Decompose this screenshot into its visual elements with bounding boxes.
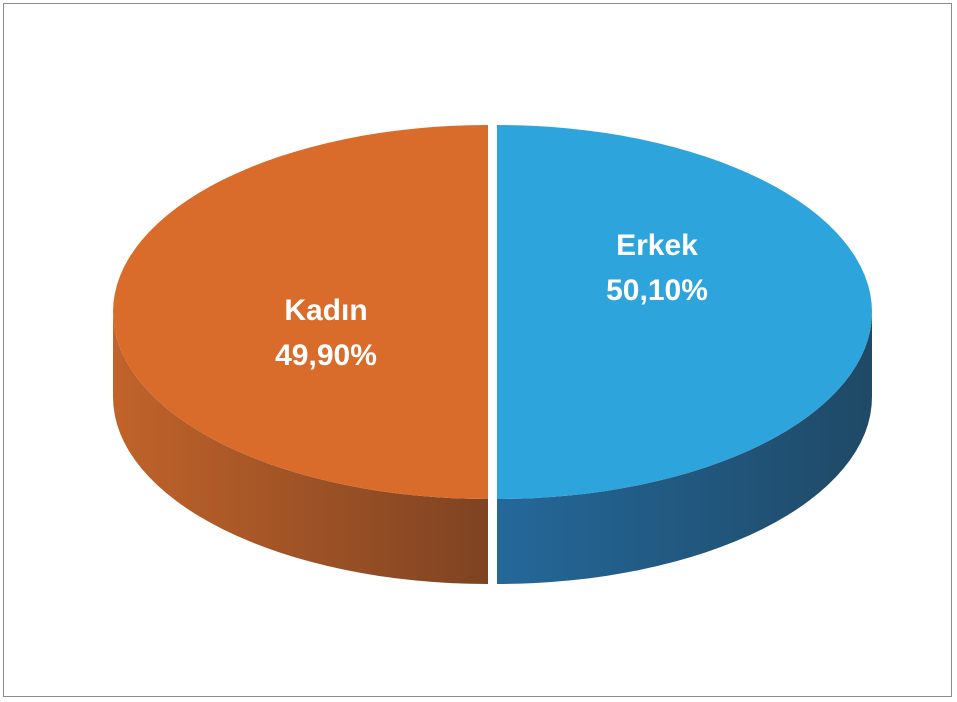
pie-slice-erkek-side (497, 312, 872, 584)
data-label-kadin-value: 49,90% (275, 339, 377, 372)
data-label-erkek-category: Erkek (616, 229, 698, 262)
pie-slice-kadin-side (113, 312, 488, 584)
data-label-kadin-category: Kadın (284, 294, 367, 327)
pie-slice-kadin (113, 125, 488, 499)
pie-slice-erkek (497, 125, 872, 499)
data-label-erkek-value: 50,10% (606, 274, 708, 307)
